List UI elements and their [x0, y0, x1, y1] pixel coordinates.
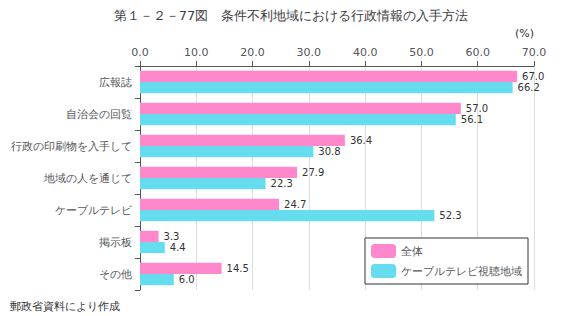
- svg-text:50.0: 50.0: [409, 46, 434, 59]
- svg-text:ケーブルテレビ視聴地域: ケーブルテレビ視聴地域: [401, 265, 522, 278]
- svg-text:56.1: 56.1: [461, 114, 483, 125]
- svg-text:6.0: 6.0: [179, 274, 195, 285]
- svg-text:70.0: 70.0: [522, 46, 547, 59]
- svg-text:10.0: 10.0: [184, 46, 209, 59]
- svg-text:地域の人を通じて: 地域の人を通じて: [43, 172, 132, 185]
- svg-text:その他: その他: [99, 268, 132, 281]
- svg-text:掲示板: 掲示板: [99, 236, 132, 249]
- svg-text:0.0: 0.0: [131, 46, 149, 59]
- svg-text:36.4: 36.4: [350, 135, 372, 146]
- svg-text:27.9: 27.9: [302, 167, 324, 178]
- svg-text:67.0: 67.0: [522, 71, 544, 82]
- svg-text:自治会の回覧: 自治会の回覧: [66, 108, 132, 121]
- svg-text:30.0: 30.0: [297, 46, 322, 59]
- svg-text:(%): (%): [515, 27, 534, 40]
- svg-text:40.0: 40.0: [353, 46, 378, 59]
- svg-text:22.3: 22.3: [271, 178, 293, 189]
- svg-text:4.4: 4.4: [170, 242, 186, 253]
- svg-text:14.5: 14.5: [227, 263, 249, 274]
- svg-text:30.8: 30.8: [318, 146, 340, 157]
- svg-text:66.2: 66.2: [518, 82, 540, 93]
- svg-text:20.0: 20.0: [240, 46, 265, 59]
- svg-text:3.3: 3.3: [164, 231, 180, 242]
- svg-text:ケーブルテレビ: ケーブルテレビ: [55, 204, 133, 217]
- svg-text:24.7: 24.7: [284, 199, 306, 210]
- svg-text:広報誌: 広報誌: [99, 76, 132, 89]
- svg-text:52.3: 52.3: [439, 210, 461, 221]
- svg-text:第１－２－77図 条件不利地域における行政情報の入手方法: 第１－２－77図 条件不利地域における行政情報の入手方法: [114, 8, 469, 23]
- svg-text:60.0: 60.0: [465, 46, 490, 59]
- svg-text:行政の印刷物を入手して: 行政の印刷物を入手して: [11, 140, 132, 153]
- svg-text:全体: 全体: [401, 245, 423, 258]
- svg-text:郵政省資料により作成: 郵政省資料により作成: [10, 300, 120, 313]
- svg-text:57.0: 57.0: [466, 103, 488, 114]
